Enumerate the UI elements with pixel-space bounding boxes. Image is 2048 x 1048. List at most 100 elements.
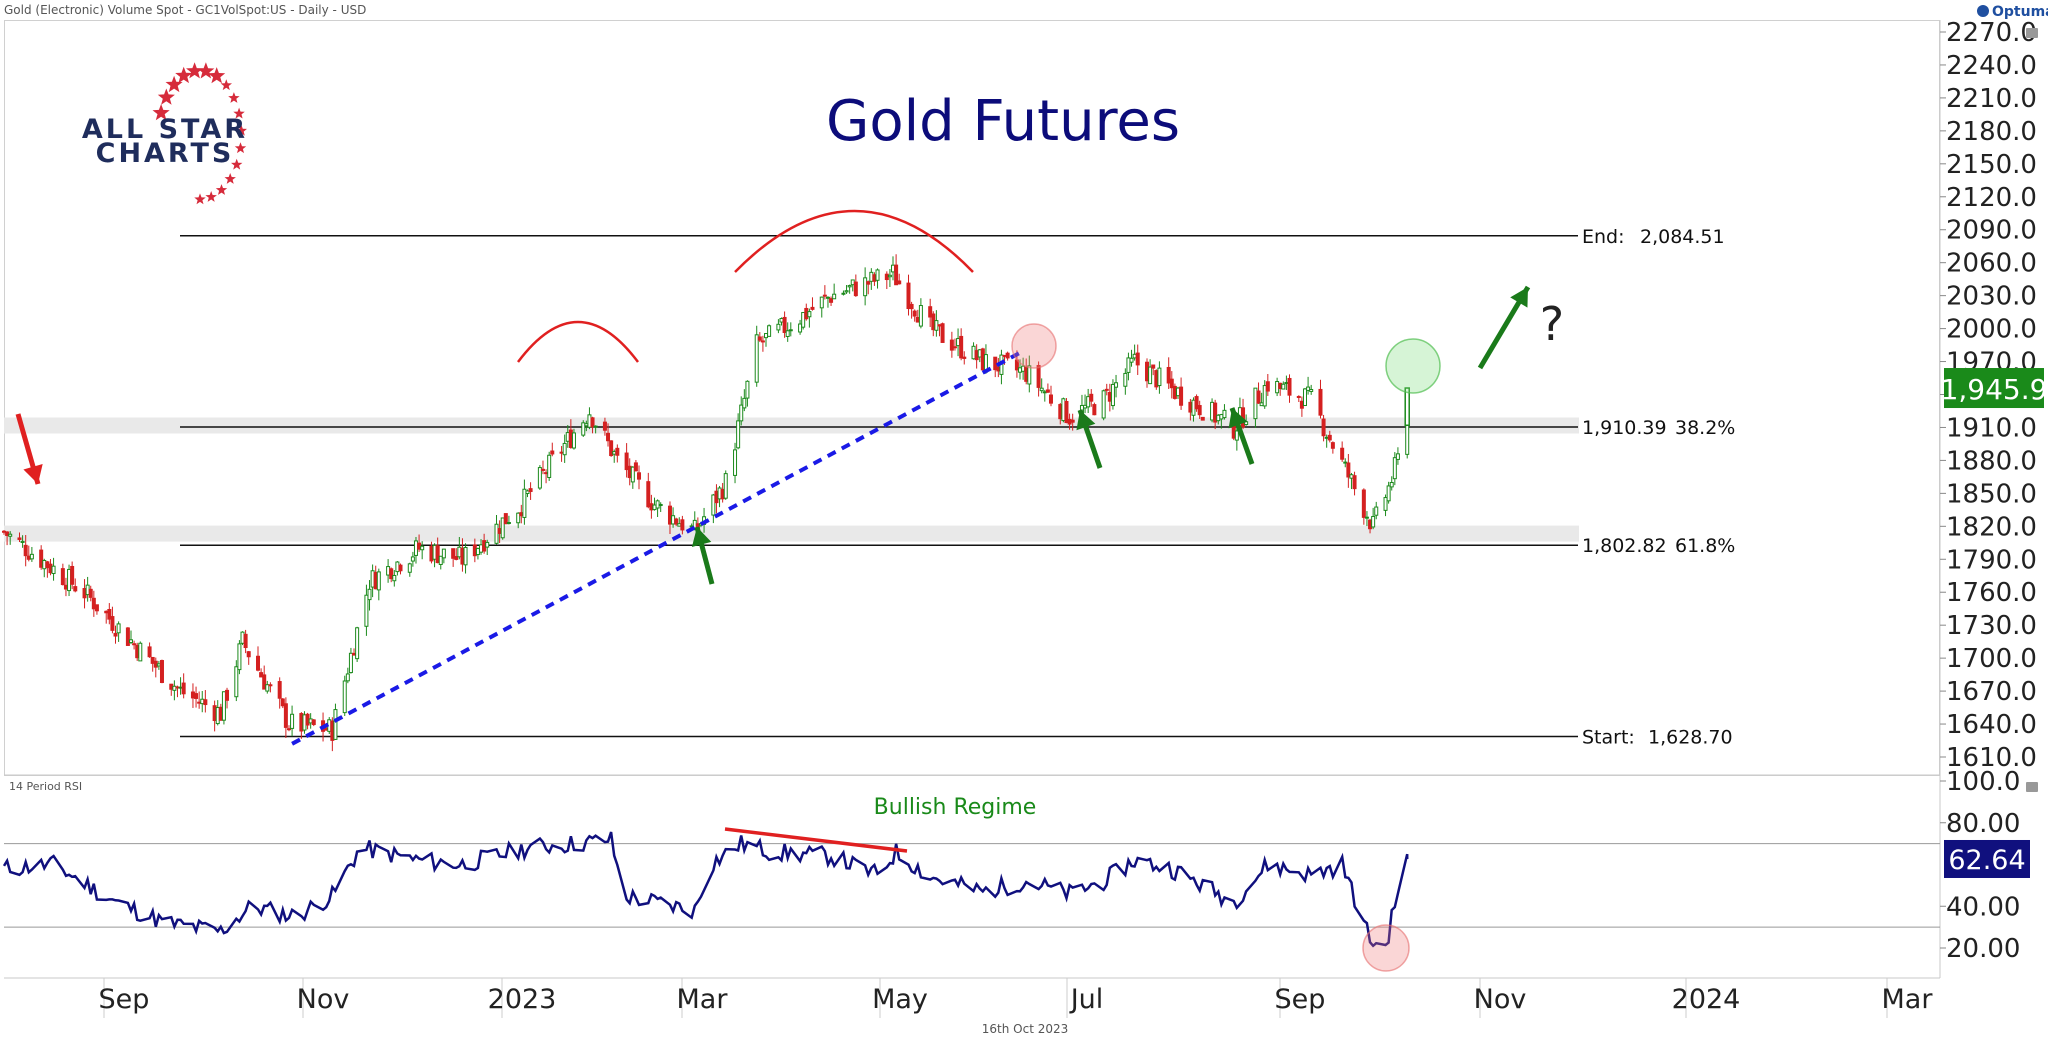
logo-star [220,79,232,91]
candle-body [194,693,199,699]
candle-body [1330,442,1335,449]
candle-body [1256,390,1261,404]
candle-body [268,684,273,687]
rsi-tick-label: 40.00 [1946,892,2020,922]
price-tick-label: 2030.0 [1946,282,2037,312]
candle-body [720,488,725,500]
candle-body [1222,409,1227,419]
candle-body [256,655,261,671]
candle-body [894,264,899,286]
candle-body [646,481,651,508]
candle-body [299,713,304,732]
price-tick-label: 2120.0 [1946,183,2037,213]
level-name: End: [1582,226,1625,248]
logo-star [165,75,183,93]
candle-body [1110,383,1115,407]
candle-body [1089,393,1094,402]
candle-body [723,473,728,499]
breakout-circle [1385,338,1441,394]
candle-body [1005,352,1010,359]
candle-body [259,672,264,678]
logo-star [234,142,247,154]
candle-body [1368,519,1373,530]
rsi-annotation: Bullish Regime [874,795,1037,820]
candle-body [801,312,806,328]
price-tick-label: 1910.0 [1946,413,2037,443]
symbol-info: Gold (Electronic) Volume Spot - GC1VolSp… [4,3,366,17]
rising-trendline [291,350,1021,746]
logo-star [157,88,175,105]
candle-body [1219,414,1224,420]
candle-body [159,660,164,683]
shoulder-arc [517,320,639,363]
candle-body [1259,402,1264,407]
candle-body [277,681,282,699]
candle-body [934,320,939,331]
candle-body [1101,390,1106,419]
candle-body [1151,364,1156,369]
candle-body [225,689,230,701]
candle-body [240,631,245,644]
logo-star [233,107,245,119]
rsi-line [2,831,1409,948]
candle-body [1309,389,1314,392]
rsi-tick-label: 100.0 [1946,767,2020,797]
candle-body [897,280,902,285]
logo-star [186,62,204,79]
candle-body [733,449,738,476]
candle-body [302,714,307,731]
logo-star [215,184,228,195]
candle-body [234,666,239,698]
candle-body [522,488,527,518]
candle-body [1352,475,1357,490]
candle-body [869,271,874,282]
candle-body [1169,378,1174,389]
candle-body [330,720,335,741]
candle-body [169,683,174,690]
last-price-text: 1,945.9 [1941,373,2048,406]
rsi-last-value-tag: 62.64 [1944,839,2030,878]
candle-body [754,334,759,383]
candle-body [525,490,530,495]
candle-body [181,682,186,695]
candle-body [29,553,34,560]
candle-body [1374,506,1379,516]
candle-body [432,544,437,560]
candle-body [1234,430,1239,441]
all-star-logo-stars [152,62,247,205]
price-tick-label: 1610.0 [1946,743,2037,773]
candle-body [190,691,195,699]
candle-body [587,414,592,428]
candle-body [129,639,134,644]
logo-star [231,158,243,170]
candle-body [67,568,72,592]
candle-body [500,517,505,539]
candle-body [1299,400,1304,409]
candle-body [980,348,985,371]
candle-body [544,472,549,475]
candle-body [609,440,614,457]
candle-body [1058,404,1063,420]
annotation-layer: ? [15,209,1564,585]
x-tick-label: Mar [677,984,729,1015]
candle-body [853,281,858,297]
candle-body [175,686,180,689]
candle-body [218,706,223,721]
candle-body [1371,515,1376,528]
candle-body [311,719,316,726]
candle-body [497,528,502,534]
candle-body [1067,418,1072,425]
candle-body [1061,398,1066,422]
candle-body [875,269,880,281]
candle-body [333,709,338,740]
candle-body [1210,401,1215,421]
candle-body [1107,391,1112,402]
rsi-y-axis: 100.0 80.00 40.00 20.00 [1940,767,2038,964]
price-tick-label: 1850.0 [1946,479,2037,509]
x-tick-label: May [872,984,928,1015]
candle-body [590,417,595,428]
candle-body [971,345,976,360]
candle-body [841,292,846,295]
green-up-arrow-head [1228,408,1248,429]
candle-body [494,523,499,544]
